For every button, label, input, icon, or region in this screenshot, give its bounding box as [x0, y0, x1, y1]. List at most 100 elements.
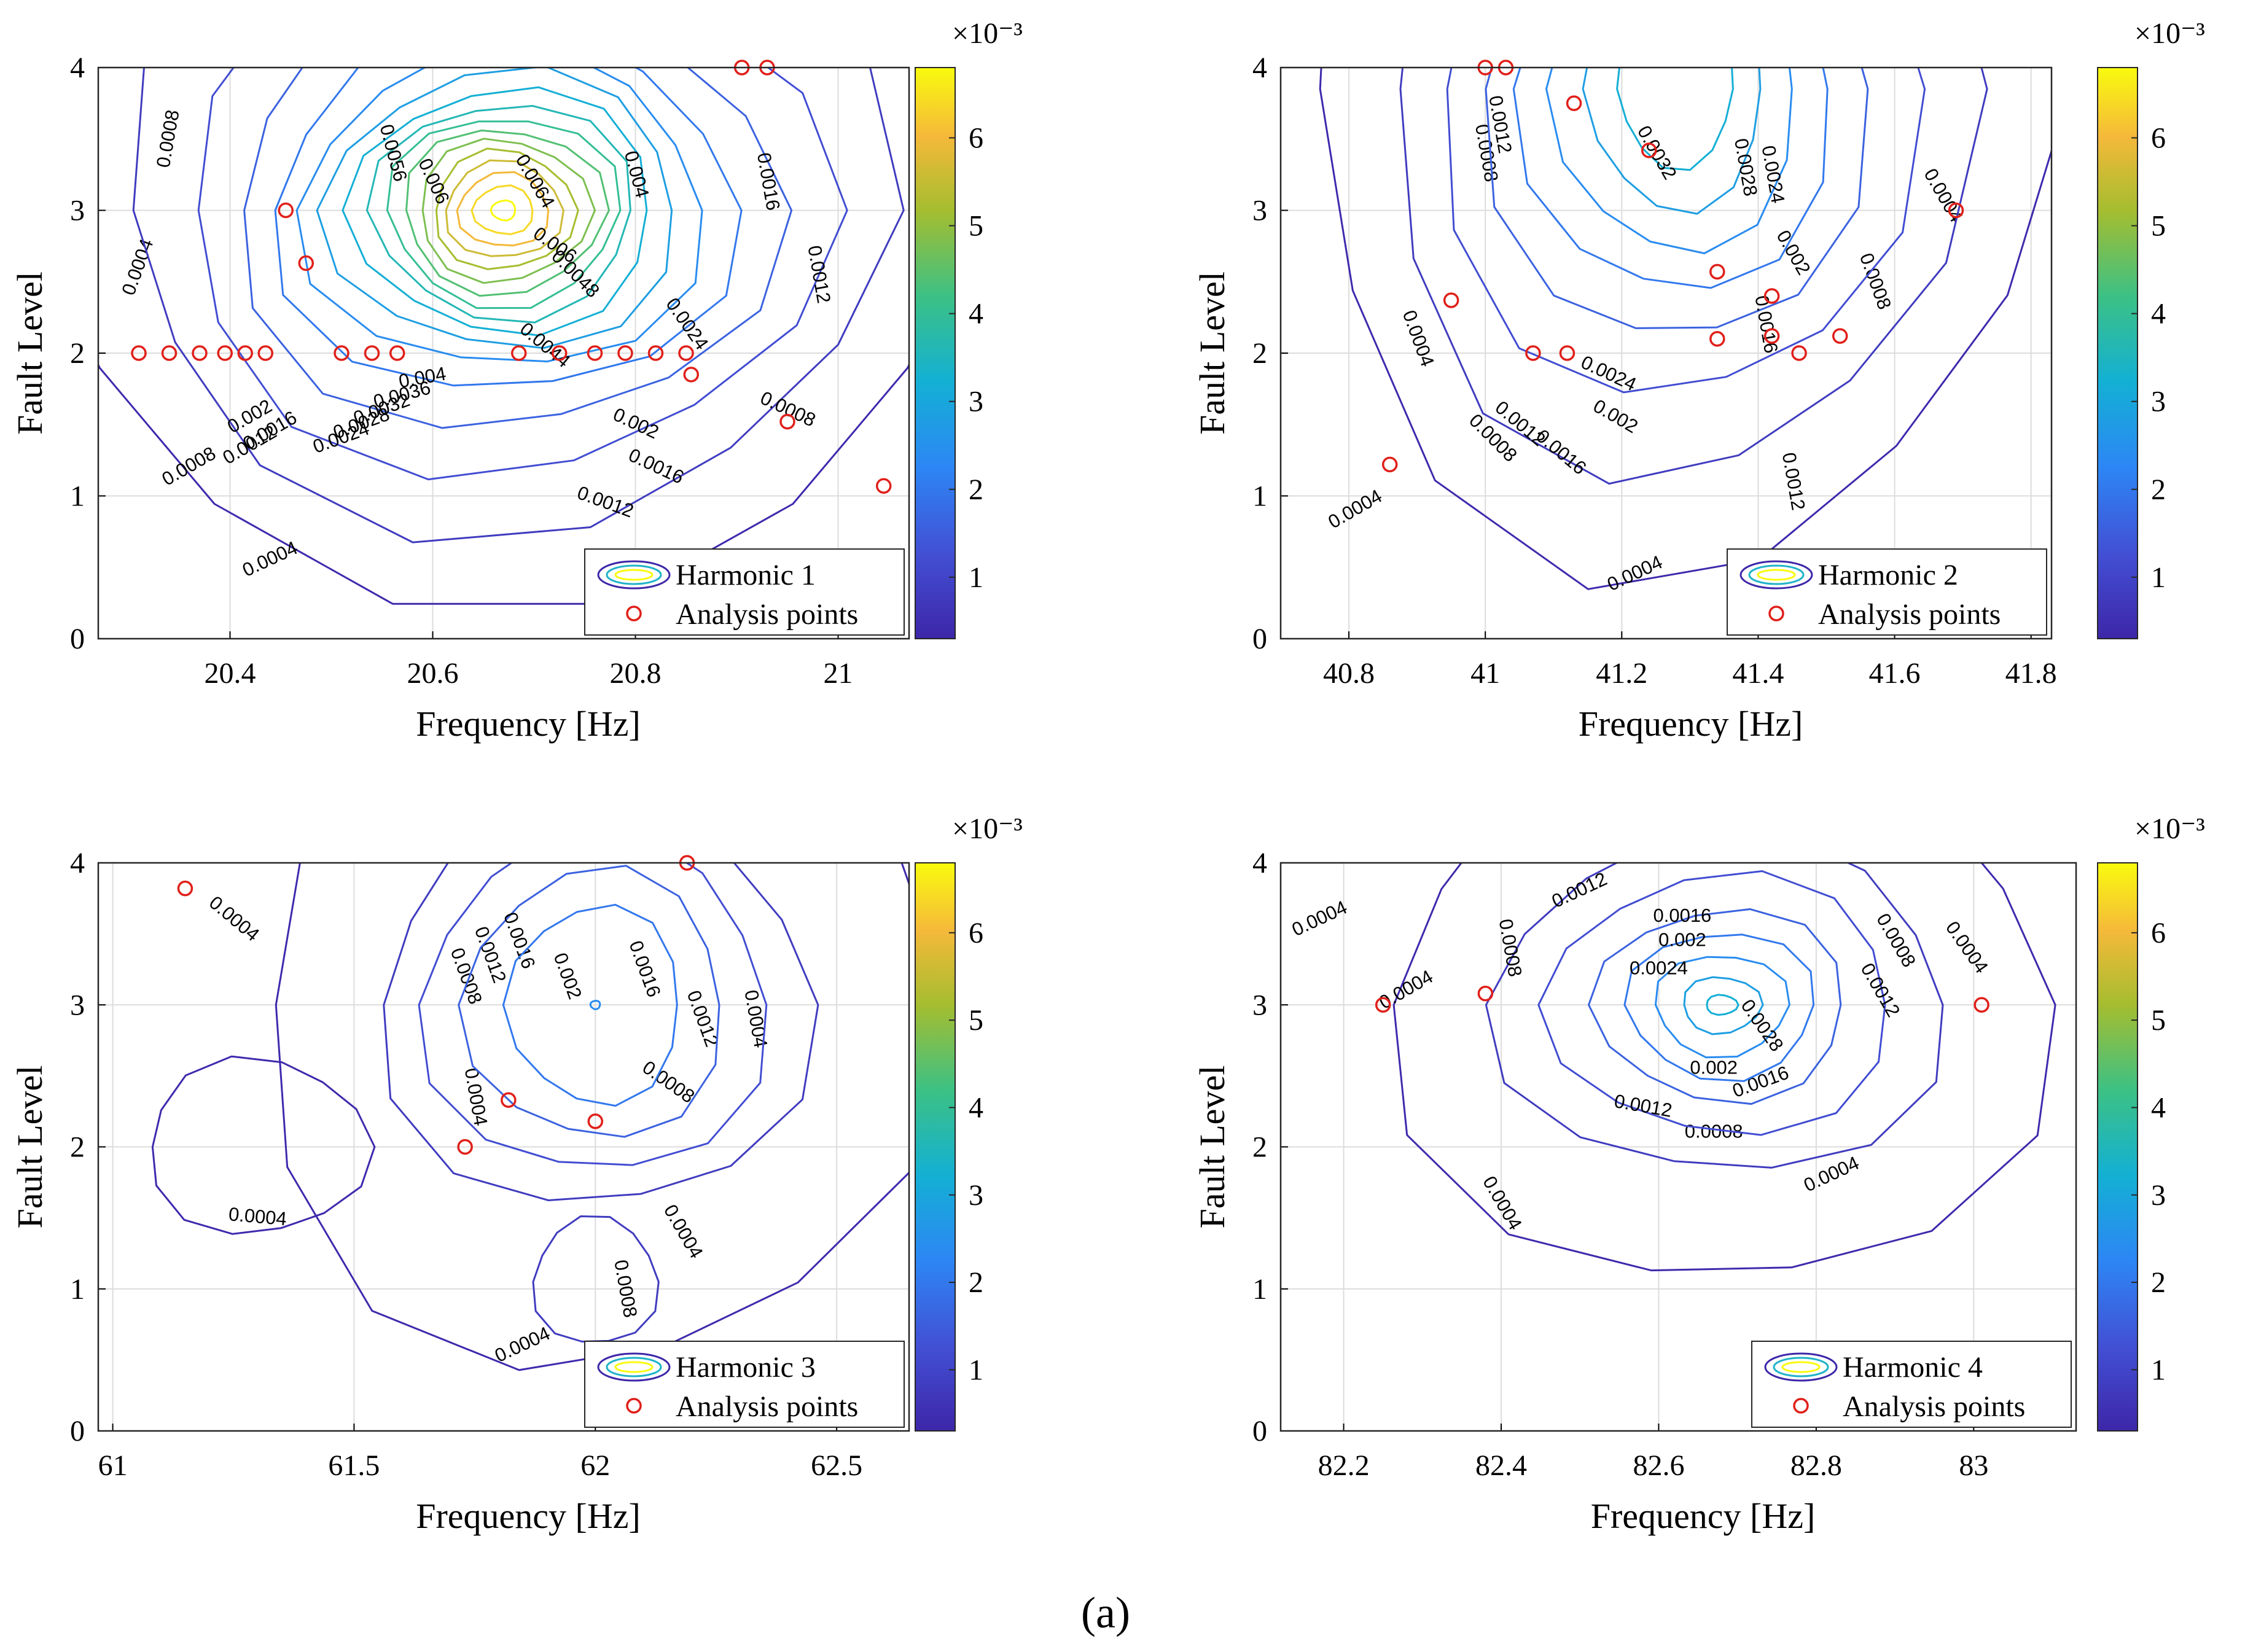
- contour-line: [1623, 933, 1815, 1082]
- analysis-point: [389, 345, 405, 361]
- x-tick-label: 62: [580, 1449, 610, 1482]
- analysis-point: [1641, 142, 1657, 158]
- colorbar-tick-label: 1: [969, 561, 983, 594]
- legend-contour-label: Harmonic 2: [1818, 559, 1958, 591]
- contour-line: [502, 903, 678, 1107]
- analysis-point: [364, 345, 380, 361]
- contour-line: [1485, 863, 1944, 1169]
- x-axis-title: Frequency [Hz]: [416, 704, 641, 744]
- colorbar-tick-label: 4: [2151, 298, 2166, 330]
- legend: Harmonic 4 Analysis points: [1751, 1341, 2072, 1428]
- x-tick-label: 41: [1470, 657, 1500, 690]
- colorbar-tick-label: 3: [2151, 1179, 2166, 1212]
- analysis-point: [217, 345, 233, 361]
- y-axis-title: Fault Level: [1192, 271, 1232, 435]
- contour-line: [445, 159, 564, 257]
- legend-box: [584, 548, 905, 636]
- legend-contour-glyph: [597, 560, 671, 590]
- x-tick-label: 61: [98, 1449, 128, 1482]
- legend-contour-glyph: [614, 569, 654, 581]
- analysis-point: [511, 345, 527, 361]
- axes-frame: [97, 862, 910, 1432]
- contour-line: [456, 171, 550, 247]
- colorbar-tick-label: 5: [969, 210, 983, 243]
- y-tick-label: 1: [1252, 1273, 1267, 1306]
- contour-line: [316, 68, 673, 349]
- y-tick-label: 2: [1252, 337, 1267, 370]
- legend-contour-label: Harmonic 1: [676, 559, 816, 591]
- colorbar-exponent: ×10⁻³: [952, 812, 1023, 845]
- analysis-point: [1381, 456, 1398, 473]
- y-tick-label: 0: [70, 1415, 85, 1447]
- analysis-point: [161, 345, 178, 361]
- axes-frame: [1279, 862, 2077, 1432]
- x-tick-label: 82.2: [1318, 1449, 1370, 1482]
- analysis-point: [131, 345, 147, 361]
- analysis-point: [192, 345, 208, 361]
- contour-line: [470, 184, 534, 235]
- y-tick-label: 1: [1252, 480, 1267, 513]
- y-tick-label: 2: [1252, 1131, 1267, 1164]
- y-tick-label: 2: [70, 1131, 85, 1164]
- contour-line: [197, 68, 848, 481]
- contour-line: [383, 863, 819, 1201]
- analysis-point: [779, 413, 795, 430]
- analysis-point: [278, 202, 294, 219]
- y-tick-label: 4: [70, 52, 85, 84]
- contour-line: [1537, 870, 1886, 1136]
- colorbar-tick-label: 2: [969, 1266, 983, 1299]
- legend-contour-glyph: [1764, 1352, 1838, 1382]
- colorbar: [915, 67, 956, 639]
- contour-line: [589, 1000, 601, 1010]
- legend-contour-glyph: [1773, 1357, 1829, 1377]
- x-tick-label: 41.8: [2005, 657, 2057, 690]
- colorbar-tick-label: 5: [2151, 1004, 2166, 1037]
- contour-line: [405, 129, 610, 297]
- analysis-point: [647, 345, 664, 361]
- y-tick-label: 1: [70, 480, 85, 513]
- legend-contour-glyph: [606, 1357, 662, 1377]
- contour-line: [1706, 994, 1739, 1016]
- colorbar-tick-label: 4: [2151, 1091, 2166, 1124]
- panel-2: 40.8 41 41.2 41.4 41.6 41.8012340.00040.00040…: [1192, 17, 2205, 744]
- contour-line: [1545, 68, 1793, 254]
- analysis-point: [678, 345, 694, 361]
- contour-line: [1654, 956, 1790, 1059]
- contour-line: [1582, 68, 1762, 215]
- colorbar-tick-label: 4: [969, 298, 983, 330]
- x-tick-label: 41.6: [1869, 657, 1921, 690]
- legend-contour-glyph: [606, 564, 662, 585]
- colorbar-tick-label: 4: [969, 1091, 983, 1124]
- legend-box: [584, 1341, 905, 1428]
- analysis-point: [1443, 292, 1459, 308]
- legend-contour-glyph: [614, 1361, 654, 1373]
- y-tick-label: 4: [1252, 847, 1267, 879]
- y-tick-label: 1: [70, 1273, 85, 1306]
- x-tick-label: 61.5: [328, 1449, 380, 1482]
- x-tick-label: 41.2: [1596, 657, 1647, 690]
- legend-contour-label: Harmonic 3: [676, 1351, 816, 1384]
- legend: Harmonic 1 Analysis points: [584, 548, 905, 636]
- contour-label: 0.002: [1690, 1057, 1738, 1078]
- legend-point-glyph: [626, 606, 642, 621]
- contour-line: [1485, 68, 1869, 329]
- y-axis-title: Fault Level: [1192, 1066, 1232, 1229]
- analysis-point: [501, 1092, 517, 1108]
- analysis-point: [1525, 345, 1541, 361]
- analysis-point: [1791, 345, 1807, 361]
- y-tick-label: 4: [70, 847, 85, 879]
- y-tick-label: 0: [70, 623, 85, 655]
- contour-label: 0.002: [1658, 929, 1706, 950]
- x-tick-label: 83: [1959, 1449, 1988, 1482]
- analysis-point: [1709, 331, 1725, 347]
- legend-point-glyph: [626, 1398, 642, 1414]
- contour-line: [295, 68, 703, 363]
- analysis-point: [683, 367, 699, 383]
- x-axis-title: Frequency [Hz]: [1591, 1496, 1816, 1536]
- analysis-point: [257, 345, 273, 361]
- colorbar-exponent: ×10⁻³: [2134, 812, 2205, 845]
- legend-points-label: Analysis points: [1818, 598, 2001, 631]
- y-axis-title: Fault Level: [10, 1066, 50, 1229]
- contour-line: [1319, 68, 2052, 590]
